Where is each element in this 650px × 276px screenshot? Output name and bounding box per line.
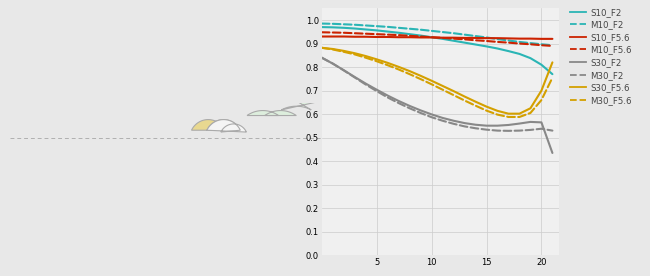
Polygon shape: [145, 76, 202, 86]
Polygon shape: [298, 88, 370, 102]
Polygon shape: [150, 64, 209, 86]
Polygon shape: [247, 111, 296, 116]
Legend: S10_F2, M10_F2, S10_F5.6, M10_F5.6, S30_F2, M30_F2, S30_F5.6, M30_F5.6: S10_F2, M10_F2, S10_F5.6, M10_F5.6, S30_…: [571, 8, 632, 105]
Polygon shape: [281, 93, 334, 110]
Polygon shape: [207, 120, 246, 132]
Polygon shape: [64, 71, 124, 79]
Polygon shape: [56, 28, 156, 84]
Polygon shape: [192, 120, 240, 130]
